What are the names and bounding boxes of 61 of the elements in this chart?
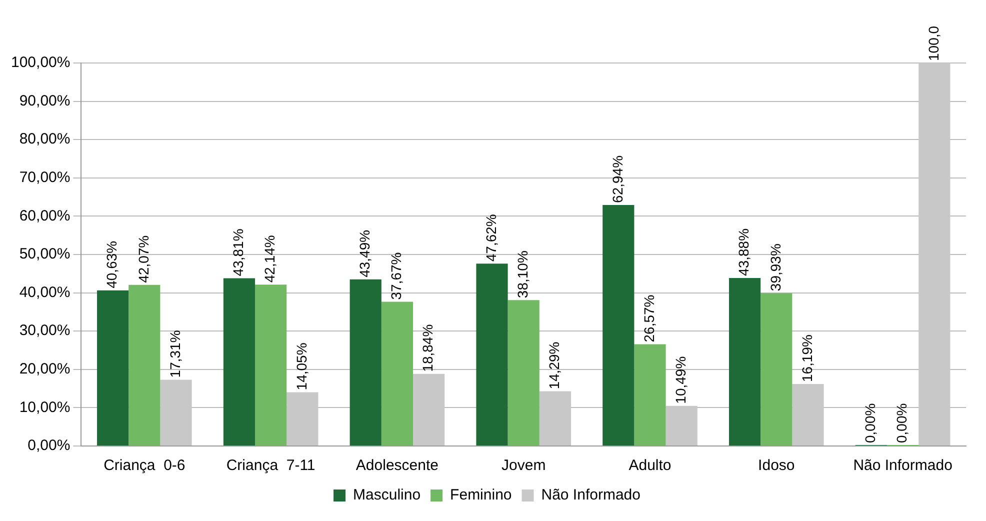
bar xyxy=(413,374,445,446)
bar xyxy=(539,391,572,446)
data-label: 14,29% xyxy=(546,342,562,390)
data-label: 38,10% xyxy=(514,250,530,298)
data-label: 43,81% xyxy=(230,228,246,276)
x-tick-label: Não Informado xyxy=(853,457,952,474)
x-tick-label: Adolescente xyxy=(356,457,438,474)
data-label: 39,93% xyxy=(767,244,784,292)
legend-label: Masculino xyxy=(353,486,421,504)
data-label: 42,07% xyxy=(135,235,152,283)
bar xyxy=(381,302,414,446)
data-label: 17,31% xyxy=(166,330,183,378)
bar xyxy=(634,344,666,446)
data-label: 0,00% xyxy=(894,403,910,443)
x-tick-label: Idoso xyxy=(758,457,795,474)
data-label: 37,67% xyxy=(388,252,404,300)
data-label: 42,14% xyxy=(262,235,278,283)
bar xyxy=(286,392,318,446)
y-tick-label: 60,00% xyxy=(19,207,70,224)
data-label: 43,88% xyxy=(736,228,752,276)
data-label: 26,57% xyxy=(640,294,657,342)
y-tick-label: 70,00% xyxy=(19,169,70,186)
bar xyxy=(160,380,192,446)
y-tick-label: 0,00% xyxy=(28,437,70,454)
bar xyxy=(476,264,508,446)
data-label: 10,49% xyxy=(672,356,688,404)
bar xyxy=(918,63,950,446)
x-tick-label: Adulto xyxy=(628,457,672,474)
x-tick-label: Criança 7-11 xyxy=(226,457,316,474)
y-tick-label: 40,00% xyxy=(19,284,70,301)
y-tick-label: 90,00% xyxy=(19,92,70,110)
y-tick-label: 50,00% xyxy=(19,246,70,263)
data-label: 16,19% xyxy=(798,334,815,382)
y-tick-label: 20,00% xyxy=(19,360,70,378)
bar xyxy=(729,278,761,446)
bar xyxy=(508,300,540,446)
data-label: 47,62% xyxy=(482,214,499,262)
x-tick-label: Jovem xyxy=(502,457,546,474)
y-tick-label: 80,00% xyxy=(19,130,70,148)
legend-label: Feminino xyxy=(450,486,512,504)
data-label: 40,63% xyxy=(104,240,120,288)
data-label: 18,84% xyxy=(420,324,436,372)
data-label: 43,49% xyxy=(356,230,372,278)
bar xyxy=(760,293,792,446)
bar xyxy=(255,284,287,446)
x-tick-label: Criança 0-6 xyxy=(104,457,186,474)
bar xyxy=(602,204,634,446)
bar xyxy=(97,290,129,446)
y-tick-label: 100,00% xyxy=(11,54,70,72)
data-label: 62,94% xyxy=(609,155,626,203)
legend-label: Não Informado xyxy=(541,486,640,504)
bar xyxy=(666,406,698,446)
data-label: 14,05% xyxy=(293,342,310,390)
bar xyxy=(223,278,256,446)
bar xyxy=(350,279,382,446)
y-tick-label: 10,00% xyxy=(19,398,70,416)
bar xyxy=(792,384,824,446)
data-label: 100,0 xyxy=(925,26,942,61)
data-label: 0,00% xyxy=(862,403,878,443)
y-tick-label: 30,00% xyxy=(19,322,70,340)
bar xyxy=(128,284,160,446)
